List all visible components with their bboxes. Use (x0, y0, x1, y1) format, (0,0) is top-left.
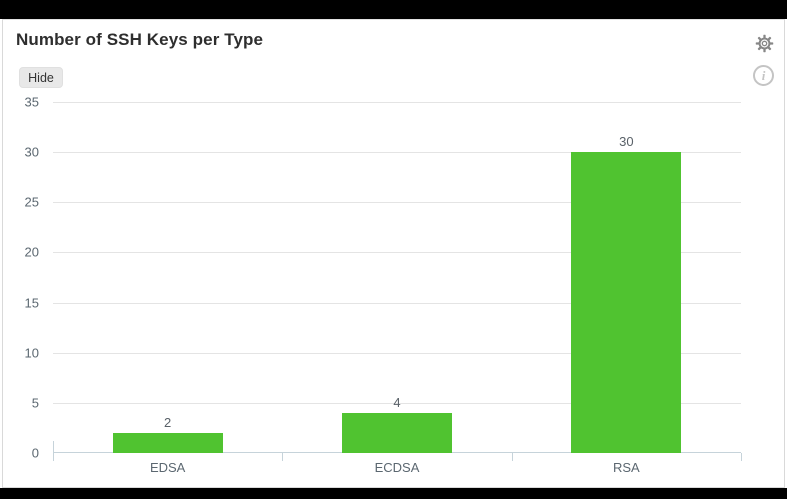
bar-ecdsa[interactable] (342, 412, 452, 453)
x-axis: EDSA ECDSA RSA (53, 460, 741, 478)
gridline (53, 252, 741, 254)
y-axis-tick-label: 5 (31, 395, 39, 411)
gridline (53, 102, 741, 103)
x-axis-category-label: ECDSA (374, 460, 420, 475)
y-axis: 0 5 10 15 20 25 30 35 (3, 95, 39, 461)
x-axis-tick (282, 453, 284, 461)
info-icon: i (761, 68, 766, 83)
bar-rsa[interactable] (571, 152, 682, 453)
gear-icon (755, 34, 774, 56)
settings-gear-button[interactable] (754, 33, 774, 53)
plot-area: 2 4 30 (53, 102, 742, 461)
gridline (53, 302, 741, 304)
x-axis-tick (511, 453, 513, 461)
gridline (53, 402, 741, 404)
y-axis-tick-label: 20 (24, 244, 39, 260)
bar-value-label: 2 (164, 414, 172, 430)
y-axis-tick-label: 30 (24, 144, 39, 160)
hide-button-label: Hide (28, 70, 54, 85)
gridline (53, 352, 741, 354)
hide-button[interactable]: Hide (19, 67, 63, 88)
y-axis-tick-label: 0 (31, 445, 39, 461)
bar-value-label: 30 (619, 134, 634, 150)
x-axis-tick (53, 453, 54, 461)
y-axis-tick-label: 15 (24, 295, 39, 311)
x-axis-category-label: EDSA (149, 460, 186, 475)
x-axis-category-label: RSA (612, 460, 640, 475)
chart-widget-card: Number of SSH Keys per Type Hide (2, 19, 785, 488)
bar-value-label: 4 (393, 394, 401, 410)
gridline (53, 152, 741, 154)
gridline (53, 202, 741, 204)
x-axis-tick (741, 453, 742, 461)
page-title: Number of SSH Keys per Type (16, 30, 264, 49)
y-axis-tick-label: 10 (24, 345, 39, 361)
bar-edsa[interactable] (112, 432, 223, 453)
info-button[interactable]: i (753, 65, 774, 86)
letterbox-top (0, 0, 787, 19)
y-axis-tick-label: 35 (24, 94, 39, 110)
letterbox-bottom (0, 488, 787, 499)
y-axis-tick-label: 25 (24, 194, 39, 210)
axis-corner-tick (53, 441, 54, 461)
